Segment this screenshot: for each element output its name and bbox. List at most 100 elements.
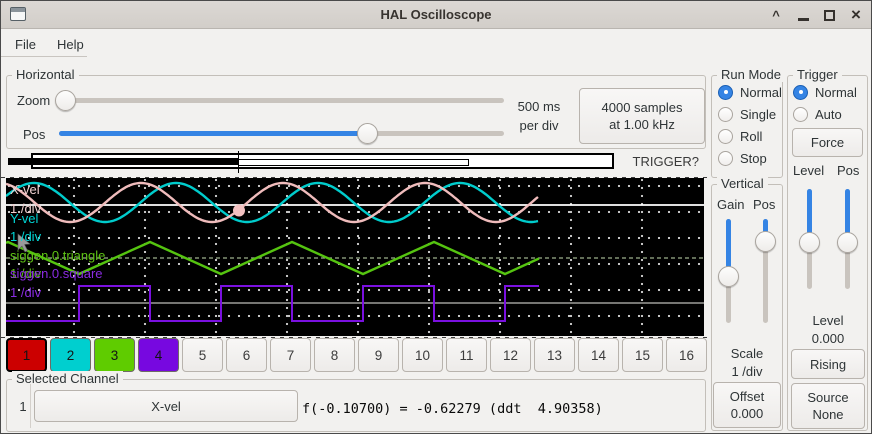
channel-button-7[interactable]: 7 <box>270 338 311 372</box>
radio-run-mode-single[interactable]: Single <box>718 106 782 122</box>
record-length-rate: at 1.00 kHz <box>609 117 675 132</box>
radio-icon <box>718 106 733 122</box>
channel-button-9[interactable]: 9 <box>358 338 399 372</box>
scope-top-divider <box>1 177 709 178</box>
vertical-offset-value: 0.000 <box>730 406 764 421</box>
horizontal-frame-label: Horizontal <box>12 67 79 82</box>
radio-label: Roll <box>740 128 763 144</box>
selected-channel-frame-label: Selected Channel <box>12 371 123 386</box>
scope-channel-4-name-label: siggen.0.square <box>10 266 103 281</box>
maximize-box <box>824 10 835 21</box>
vertical-offset-caption: Offset <box>729 389 765 404</box>
scope-display[interactable]: X-vel 1 /div Y-vel 1 /div siggen.0.triangle 1… <box>6 178 704 336</box>
channel-button-12[interactable]: 12 <box>490 338 531 372</box>
channel-button-8[interactable]: 8 <box>314 338 355 372</box>
trigger-edge-button[interactable]: Rising <box>791 349 865 379</box>
trigger-position-marker <box>238 151 239 173</box>
record-length-button[interactable]: 4000 samples at 1.00 kHz <box>579 88 705 144</box>
channel-button-6[interactable]: 6 <box>226 338 267 372</box>
trigger-pos-handle[interactable] <box>837 232 858 253</box>
radio-run-mode-stop[interactable]: Stop <box>718 150 782 166</box>
channel-source-button[interactable]: X-vel <box>34 390 298 422</box>
window-title: HAL Oscilloscope <box>380 7 492 22</box>
run-mode-frame-label: Run Mode <box>717 67 785 82</box>
trigger-pos-slider-label: Pos <box>837 163 860 178</box>
channel-button-13[interactable]: 13 <box>534 338 575 372</box>
scope-channel-2-name-label: Y-vel <box>10 211 39 226</box>
vertical-gain-slider-label: Gain <box>717 197 745 212</box>
menu-help[interactable]: Help <box>57 37 84 52</box>
radio-icon <box>793 84 808 100</box>
shade-icon[interactable]: ^ <box>772 8 780 23</box>
channel-button-11[interactable]: 11 <box>446 338 487 372</box>
channel-button-10[interactable]: 10 <box>402 338 443 372</box>
zoom-slider-handle[interactable] <box>55 90 76 111</box>
vertical-pos-handle[interactable] <box>755 231 776 252</box>
radio-label: Single <box>740 106 777 122</box>
channel-button-16[interactable]: 16 <box>666 338 707 372</box>
square-trace <box>6 285 539 322</box>
vertical-offset-button[interactable]: Offset 0.000 <box>713 382 781 428</box>
channel-button-15[interactable]: 15 <box>622 338 663 372</box>
trigger-level-fill <box>807 189 812 234</box>
selected-channel-frame: Selected Channel <box>6 371 706 432</box>
trigger-level-caption: Level <box>812 313 844 328</box>
channel-button-5[interactable]: 5 <box>182 338 223 372</box>
trigger-level-slider-label: Level <box>793 163 825 178</box>
force-trigger-button[interactable]: Force <box>792 128 863 157</box>
pos-slider-label: Pos <box>23 127 46 142</box>
vertical-pos-track[interactable] <box>763 219 768 323</box>
trigger-source-button[interactable]: Source None <box>791 383 865 429</box>
minimize-icon[interactable] <box>793 5 815 25</box>
radio-icon <box>718 84 733 100</box>
vertical-scale-caption: Scale <box>730 346 764 361</box>
trigger-level-value: 0.000 <box>811 331 845 346</box>
trigger-pos-fill <box>845 189 850 234</box>
x-vel-trace <box>6 181 539 224</box>
trigger-source-value: None <box>812 407 844 422</box>
zoom-slider-track[interactable] <box>58 98 504 103</box>
vertical-scale-readout: Scale 1 /div <box>713 345 781 381</box>
pos-slider-handle[interactable] <box>357 123 378 144</box>
radio-icon <box>718 150 733 166</box>
run-mode-options: Normal Single Roll Stop <box>718 84 782 172</box>
trigger-frame: Trigger <box>787 67 868 431</box>
vertical-gain-handle[interactable] <box>718 266 739 287</box>
radio-label: Normal <box>815 84 857 100</box>
trigger-status-label: TRIGGER? <box>632 154 699 169</box>
radio-trigger-mode-auto[interactable]: Auto <box>793 106 857 122</box>
trigger-mode-options: Normal Auto <box>793 84 857 128</box>
menubar-divider <box>1 56 87 57</box>
radio-run-mode-roll[interactable]: Roll <box>718 128 782 144</box>
vertical-scale-value: 1 /div <box>731 364 763 379</box>
trigger-level-handle[interactable] <box>799 232 820 253</box>
radio-trigger-mode-normal[interactable]: Normal <box>793 84 857 100</box>
menu-file[interactable]: File <box>15 37 36 52</box>
radio-label: Stop <box>740 150 767 166</box>
scope-traces <box>6 181 704 322</box>
scope-bottom-divider <box>1 337 709 338</box>
selected-channel-divider <box>30 384 31 428</box>
vertical-pos-slider-label: Pos <box>753 197 776 212</box>
radio-run-mode-normal[interactable]: Normal <box>718 84 782 100</box>
vertical-gain-fill <box>726 219 731 268</box>
channel-button-4[interactable]: 4 <box>138 338 179 372</box>
selected-sample-marker <box>233 204 245 217</box>
channel-button-1[interactable]: 1 <box>6 338 47 372</box>
force-trigger-label: Force <box>810 135 845 150</box>
mouse-cursor-icon <box>17 233 31 253</box>
close-icon[interactable]: × <box>851 5 861 24</box>
channel-value-readout: f(-0.10700) = -0.62279 (ddt 4.90358) <box>302 401 603 417</box>
channel-button-14[interactable]: 14 <box>578 338 619 372</box>
vertical-frame: Vertical <box>711 176 783 431</box>
minimize-bar <box>798 18 809 21</box>
channel-button-3[interactable]: 3 <box>94 338 135 372</box>
scope-channel-1-scale-label: 1 /div <box>10 201 42 216</box>
channel-button-2[interactable]: 2 <box>50 338 91 372</box>
trigger-frame-label: Trigger <box>793 67 842 82</box>
time-per-div-value: 500 ms <box>517 99 561 114</box>
maximize-icon[interactable] <box>819 5 841 25</box>
record-captured-bar <box>8 158 238 165</box>
scope-channel-2-scale-label: 1 /div <box>10 229 42 244</box>
